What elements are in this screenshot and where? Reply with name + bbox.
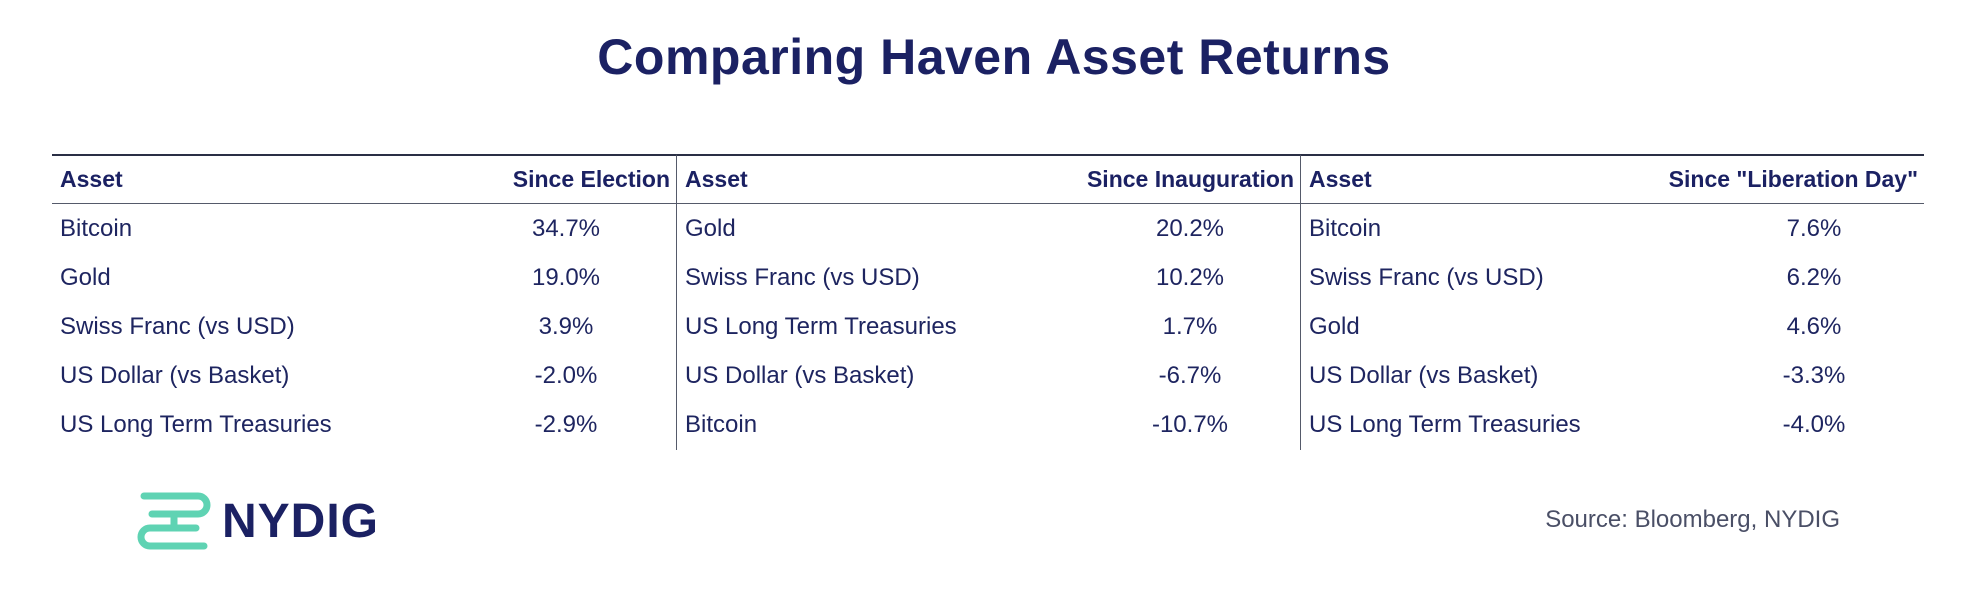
returns-tables: Asset Since Election Bitcoin 34.7% Gold … xyxy=(52,154,1926,450)
asset-return: 20.2% xyxy=(1155,214,1225,242)
asset-return: 10.2% xyxy=(1155,263,1225,291)
asset-name: Gold xyxy=(685,214,736,242)
asset-return: -2.9% xyxy=(534,410,598,438)
asset-return: 7.6% xyxy=(1786,214,1842,242)
asset-return: -10.7% xyxy=(1151,410,1229,438)
table-row: Swiss Franc (vs USD) 6.2% xyxy=(1301,253,1924,302)
asset-return: 1.7% xyxy=(1162,312,1218,340)
table-row: US Long Term Treasuries -2.9% xyxy=(52,400,676,449)
asset-return: -2.0% xyxy=(534,361,598,389)
asset-name: Bitcoin xyxy=(60,214,133,242)
asset-return: 4.6% xyxy=(1786,312,1842,340)
header-period: Since "Liberation Day" xyxy=(1668,166,1918,192)
table-row: Gold 20.2% xyxy=(677,204,1300,253)
table-row: Bitcoin -10.7% xyxy=(677,400,1300,449)
table-row: Swiss Franc (vs USD) 10.2% xyxy=(677,253,1300,302)
header-asset: Asset xyxy=(60,166,123,192)
table-row: US Long Term Treasuries 1.7% xyxy=(677,302,1300,351)
asset-name: US Dollar (vs Basket) xyxy=(1309,361,1539,389)
asset-name: US Long Term Treasuries xyxy=(1309,410,1581,438)
asset-return: -6.7% xyxy=(1158,361,1222,389)
asset-return: 3.9% xyxy=(538,312,594,340)
asset-name: US Dollar (vs Basket) xyxy=(60,361,290,389)
nydig-logo-icon xyxy=(137,492,211,550)
header-asset: Asset xyxy=(685,166,748,192)
asset-name: Swiss Franc (vs USD) xyxy=(1309,263,1544,291)
header-asset: Asset xyxy=(1309,166,1372,192)
asset-name: US Dollar (vs Basket) xyxy=(685,361,915,389)
table-since-inauguration: Asset Since Inauguration Gold 20.2% Swis… xyxy=(676,154,1300,450)
header-period: Since Inauguration xyxy=(1086,166,1294,192)
page-title: Comparing Haven Asset Returns xyxy=(597,29,1391,85)
asset-name: Bitcoin xyxy=(685,410,758,438)
table-row: US Dollar (vs Basket) -6.7% xyxy=(677,351,1300,400)
logo-text: NYDIG xyxy=(222,494,380,548)
table-since-liberation-day: Asset Since "Liberation Day" Bitcoin 7.6… xyxy=(1300,154,1924,450)
asset-name: Swiss Franc (vs USD) xyxy=(60,312,295,340)
asset-name: US Long Term Treasuries xyxy=(60,410,332,438)
asset-name: Gold xyxy=(60,263,111,291)
asset-return: 19.0% xyxy=(531,263,601,291)
table-row: Swiss Franc (vs USD) 3.9% xyxy=(52,302,676,351)
asset-name: Bitcoin xyxy=(1309,214,1382,242)
table-row: Gold 4.6% xyxy=(1301,302,1924,351)
asset-name: Gold xyxy=(1309,312,1360,340)
table-row: US Long Term Treasuries -4.0% xyxy=(1301,400,1924,449)
table-row: US Dollar (vs Basket) -3.3% xyxy=(1301,351,1924,400)
table-row: Bitcoin 34.7% xyxy=(52,204,676,253)
table-row: Gold 19.0% xyxy=(52,253,676,302)
table-row: US Dollar (vs Basket) -2.0% xyxy=(52,351,676,400)
nydig-logo: NYDIG xyxy=(136,488,379,554)
table-header: Asset Since Election xyxy=(52,156,676,204)
asset-return: -4.0% xyxy=(1782,410,1846,438)
table-row: Bitcoin 7.6% xyxy=(1301,204,1924,253)
asset-name: Swiss Franc (vs USD) xyxy=(685,263,920,291)
asset-return: 34.7% xyxy=(531,214,601,242)
source-note: Source: Bloomberg, NYDIG xyxy=(1545,506,1840,533)
asset-name: US Long Term Treasuries xyxy=(685,312,957,340)
table-since-election: Asset Since Election Bitcoin 34.7% Gold … xyxy=(52,154,676,450)
table-header: Asset Since "Liberation Day" xyxy=(1301,156,1924,204)
header-period: Since Election xyxy=(512,166,670,192)
asset-return: -3.3% xyxy=(1782,361,1846,389)
table-header: Asset Since Inauguration xyxy=(677,156,1300,204)
asset-return: 6.2% xyxy=(1786,263,1842,291)
